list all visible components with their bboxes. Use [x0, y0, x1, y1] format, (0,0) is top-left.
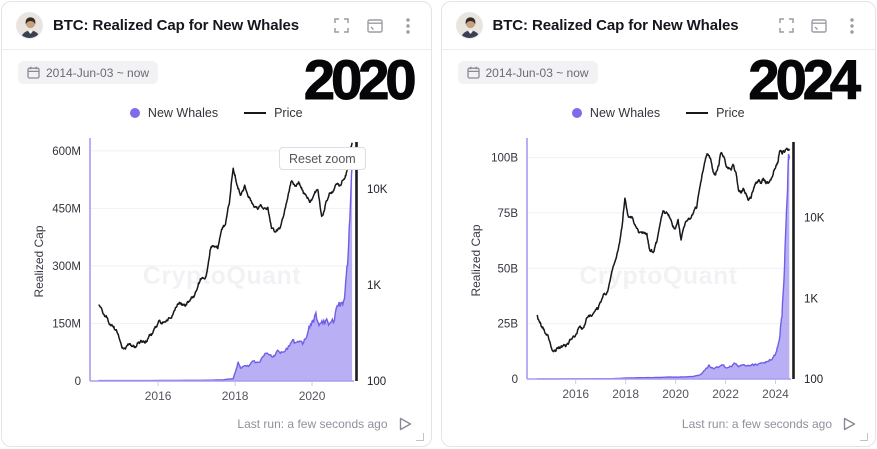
right-axis-tick-label: 10K [367, 184, 388, 196]
x-axis-tick-label: 2018 [612, 387, 639, 401]
chart-legend: New Whales Price [442, 106, 876, 120]
calendar-icon [27, 66, 40, 79]
new-whales-dot-icon [571, 108, 582, 118]
last-run-status: Last run: a few seconds ago [681, 417, 832, 431]
avatar-image [456, 13, 482, 38]
left-axis-tick-label: 150M [52, 318, 81, 330]
date-range-chip[interactable]: 2014-Jun-03 ~ now [18, 61, 159, 84]
card-footer: Last run: a few seconds ago [237, 415, 414, 433]
calendar-icon [466, 66, 480, 79]
x-axis-tick-label: 2024 [762, 387, 789, 401]
price-line-icon [244, 112, 267, 114]
chart-legend: New Whales Price [2, 106, 431, 120]
new-whales-line [98, 166, 353, 382]
right-axis-tick-label: 100 [367, 376, 386, 388]
left-axis-tick-label: 300M [52, 261, 81, 273]
card-header: BTC: Realized Cap for New Whales [441, 2, 875, 50]
year-annotation: 2024 [748, 48, 862, 111]
x-axis-tick-label: 2020 [299, 389, 326, 403]
chart-plot-area[interactable]: 0 25B 50B 75B 100B 100 1K 10K 2016 2018 2020 2022 20… [442, 130, 877, 407]
x-axis-tick-label: 2020 [662, 387, 689, 401]
card-header: BTC: Realized Cap for New Whales [2, 2, 431, 50]
card-body: 2014-Jun-03 ~ now 2024 New Whales Price … [442, 48, 877, 446]
date-range-chip[interactable]: 2014-Jun-03 ~ now [457, 61, 598, 84]
legend-label: New Whales [589, 106, 661, 120]
year-annotation: 2020 [303, 48, 417, 111]
legend-label: Price [274, 106, 303, 120]
legend-item-price[interactable]: Price [686, 106, 745, 120]
resize-handle[interactable] [860, 433, 868, 441]
date-range-label: 2014-Jun-03 ~ now [46, 65, 150, 80]
left-axis-tick-label: 50B [497, 263, 518, 275]
open-window-icon[interactable] [810, 17, 828, 35]
card-body: 2014-Jun-03 ~ now 2020 New Whales Price … [2, 48, 432, 446]
fullscreen-icon[interactable] [333, 17, 351, 35]
chart-card-2020: BTC: Realized Cap for New Whales [1, 1, 432, 447]
legend-item-new-whales[interactable]: New Whales [571, 106, 661, 120]
new-whales-line [536, 153, 790, 380]
right-axis-tick-label: 1K [367, 280, 381, 292]
new-whales-area [536, 153, 789, 379]
legend-label: New Whales [147, 106, 219, 120]
left-axis-tick-label: 0 [75, 376, 81, 388]
run-query-icon[interactable] [397, 415, 415, 433]
x-axis-tick-label: 2016 [145, 389, 172, 403]
open-window-icon[interactable] [366, 17, 384, 35]
widget-title: BTC: Realized Cap for New Whales [492, 17, 739, 34]
new-whales-area [98, 166, 353, 381]
y-axis-title: Realized Cap [469, 224, 483, 296]
x-axis-tick-label: 2016 [562, 387, 589, 401]
avatar [16, 12, 43, 39]
widget-toolbar [333, 17, 417, 35]
left-axis-tick-label: 450M [52, 203, 81, 215]
avatar [455, 12, 483, 39]
price-line [98, 142, 353, 350]
avatar-image [17, 13, 42, 38]
left-axis-tick-label: 600M [52, 146, 81, 158]
fullscreen-icon[interactable] [777, 17, 795, 35]
chart-card-2024: BTC: Realized Cap for New Whales [440, 1, 877, 447]
price-line [535, 147, 790, 353]
chart-plot-area[interactable]: 0 150M 300M 450M 600M 100 1K 10K 2016 2018 2020 Rea… [2, 130, 432, 407]
kebab-menu-icon[interactable] [399, 17, 417, 35]
last-run-status: Last run: a few seconds ago [237, 417, 388, 431]
kebab-menu-icon[interactable] [843, 17, 861, 35]
x-axis-tick-label: 2022 [712, 387, 739, 401]
card-footer: Last run: a few seconds ago [682, 415, 859, 433]
new-whales-dot-icon [129, 108, 140, 118]
watermark: CryptoQuant [579, 262, 738, 290]
legend-item-price[interactable]: Price [244, 106, 303, 120]
x-axis-tick-label: 2018 [222, 389, 249, 403]
run-query-icon[interactable] [841, 415, 859, 433]
reset-zoom-button[interactable]: Reset zoom [279, 147, 366, 170]
left-axis-tick-label: 0 [511, 374, 517, 386]
right-axis-tick-label: 1K [804, 293, 818, 305]
widget-toolbar [777, 17, 861, 35]
right-axis-tick-label: 10K [804, 213, 825, 225]
right-axis-tick-label: 100 [804, 374, 823, 386]
date-range-label: 2014-Jun-03 ~ now [485, 65, 589, 80]
resize-handle[interactable] [415, 433, 424, 441]
left-axis-tick-label: 25B [497, 319, 518, 331]
watermark: CryptoQuant [142, 262, 302, 290]
price-line-icon [686, 112, 709, 114]
legend-item-new-whales[interactable]: New Whales [129, 106, 219, 120]
left-axis-tick-label: 75B [497, 208, 518, 220]
left-axis-tick-label: 100B [491, 153, 518, 165]
legend-label: Price [716, 106, 745, 120]
y-axis-title: Realized Cap [32, 225, 46, 297]
widget-title: BTC: Realized Cap for New Whales [53, 17, 300, 34]
